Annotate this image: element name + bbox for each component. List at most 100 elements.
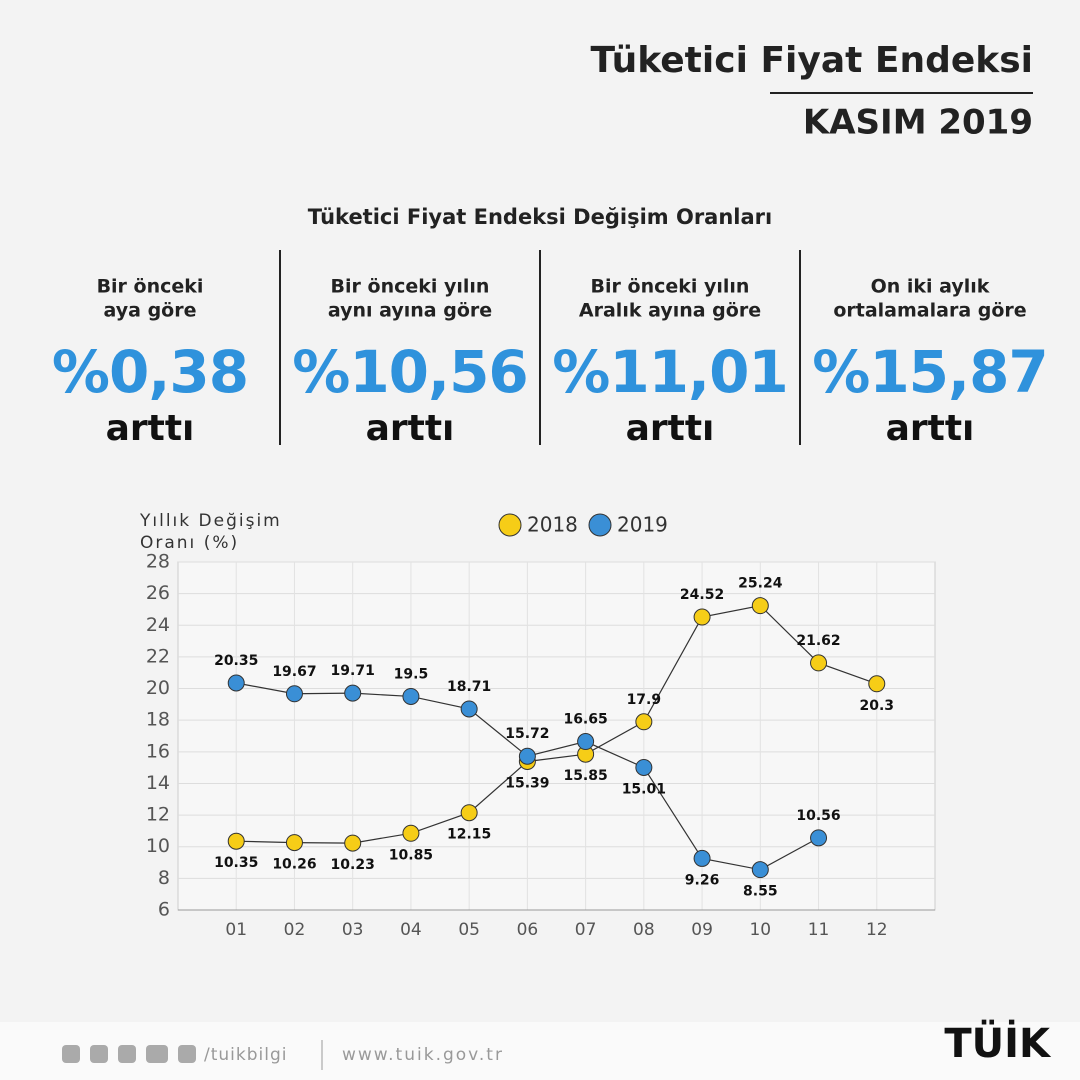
logo: TÜİK bbox=[944, 1019, 1052, 1067]
plot-area bbox=[177, 561, 936, 911]
data-point bbox=[227, 832, 245, 850]
data-label: 18.71 bbox=[447, 679, 491, 695]
y-tick-label: 24 bbox=[146, 614, 170, 636]
data-label: 25.24 bbox=[738, 576, 783, 592]
data-label: 10.35 bbox=[214, 855, 258, 871]
data-label: 19.5 bbox=[394, 666, 429, 682]
data-point bbox=[402, 687, 420, 705]
data-point bbox=[344, 834, 362, 852]
x-tick-label: 04 bbox=[400, 920, 422, 940]
y-axis-label: Oranı (%) bbox=[140, 533, 239, 553]
data-point bbox=[635, 713, 653, 731]
stat-label: Bir önceki yılın bbox=[331, 276, 490, 298]
y-tick-label: 8 bbox=[158, 867, 170, 889]
data-label: 20.3 bbox=[859, 698, 894, 714]
stat-label: aya göre bbox=[104, 300, 197, 322]
stat-label: aynı ayına göre bbox=[328, 300, 492, 322]
data-point bbox=[518, 747, 536, 765]
data-label: 9.26 bbox=[685, 872, 720, 888]
y-tick-label: 6 bbox=[158, 899, 170, 921]
x-tick-label: 11 bbox=[808, 920, 830, 940]
footer: /tuikbilgi www.tuik.gov.tr TÜİK bbox=[62, 1019, 1052, 1070]
stat-note: arttı bbox=[366, 408, 455, 449]
y-tick-label: 26 bbox=[146, 582, 170, 604]
stat-value: %11,01 bbox=[552, 338, 788, 406]
data-point bbox=[810, 654, 828, 672]
data-point bbox=[693, 849, 711, 867]
y-tick-label: 14 bbox=[146, 772, 170, 794]
y-tick-label: 28 bbox=[146, 551, 170, 573]
data-label: 19.67 bbox=[272, 664, 316, 680]
y-axis-label: Yıllık Değişim bbox=[139, 511, 282, 531]
data-point bbox=[577, 733, 595, 751]
x-tick-label: 07 bbox=[575, 920, 597, 940]
x-tick-label: 09 bbox=[691, 920, 713, 940]
data-point bbox=[460, 700, 478, 718]
y-tick-label: 18 bbox=[146, 709, 170, 731]
stat-label: On iki aylık bbox=[871, 276, 990, 298]
stat-label: Aralık ayına göre bbox=[579, 300, 761, 322]
stat-note: arttı bbox=[626, 408, 715, 449]
data-label: 19.71 bbox=[331, 663, 375, 679]
x-tick-label: 01 bbox=[225, 920, 247, 940]
x-tick-label: 10 bbox=[749, 920, 771, 940]
data-point bbox=[402, 824, 420, 842]
y-tick-label: 20 bbox=[146, 677, 170, 699]
data-point bbox=[868, 675, 886, 693]
data-label: 12.15 bbox=[447, 827, 491, 843]
data-label: 24.52 bbox=[680, 587, 724, 603]
youtube-icon[interactable] bbox=[146, 1045, 168, 1063]
instagram-icon[interactable] bbox=[90, 1045, 108, 1063]
data-point bbox=[751, 597, 769, 615]
website[interactable]: www.tuik.gov.tr bbox=[342, 1045, 504, 1065]
data-label: 16.65 bbox=[563, 712, 607, 728]
subtitle: KASIM 2019 bbox=[803, 103, 1033, 143]
data-label: 15.01 bbox=[622, 781, 666, 797]
legend-marker bbox=[498, 513, 522, 537]
x-tick-label: 06 bbox=[517, 920, 539, 940]
legend-marker bbox=[588, 513, 612, 537]
section-title: Tüketici Fiyat Endeksi Değişim Oranları bbox=[308, 205, 772, 229]
data-label: 21.62 bbox=[796, 633, 840, 649]
data-point bbox=[810, 829, 828, 847]
legend-label: 2018 bbox=[527, 513, 578, 537]
y-tick-label: 12 bbox=[146, 804, 170, 826]
data-point bbox=[285, 834, 303, 852]
data-label: 15.85 bbox=[563, 768, 607, 784]
stat-note: arttı bbox=[886, 408, 975, 449]
series-line bbox=[236, 605, 877, 844]
social-handle[interactable]: /tuikbilgi bbox=[204, 1045, 288, 1065]
data-label: 10.26 bbox=[272, 857, 316, 873]
x-tick-label: 02 bbox=[284, 920, 306, 940]
twitter-icon[interactable] bbox=[118, 1045, 136, 1063]
stat-value: %10,56 bbox=[292, 338, 528, 406]
data-label: 15.39 bbox=[505, 775, 549, 791]
data-point bbox=[635, 758, 653, 776]
data-label: 17.9 bbox=[627, 692, 662, 708]
facebook-icon[interactable] bbox=[62, 1045, 80, 1063]
data-point bbox=[460, 804, 478, 822]
data-point bbox=[285, 685, 303, 703]
stat-note: arttı bbox=[106, 408, 195, 449]
y-tick-label: 10 bbox=[146, 835, 170, 857]
data-point bbox=[344, 684, 362, 702]
y-tick-label: 16 bbox=[146, 740, 170, 762]
x-tick-label: 05 bbox=[458, 920, 480, 940]
data-label: 8.55 bbox=[743, 884, 778, 900]
stat-value: %0,38 bbox=[52, 338, 248, 406]
legend-label: 2019 bbox=[617, 513, 668, 537]
data-point bbox=[693, 608, 711, 626]
data-point bbox=[751, 861, 769, 879]
title: Tüketici Fiyat Endeksi bbox=[591, 40, 1033, 81]
x-tick-label: 03 bbox=[342, 920, 364, 940]
data-label: 10.23 bbox=[331, 857, 375, 873]
linkedin-icon[interactable] bbox=[178, 1045, 196, 1063]
y-tick-label: 22 bbox=[146, 645, 170, 667]
stat-label: ortalamalara göre bbox=[833, 300, 1026, 322]
data-label: 20.35 bbox=[214, 653, 258, 669]
data-label: 10.85 bbox=[389, 847, 433, 863]
x-tick-label: 12 bbox=[866, 920, 888, 940]
data-label: 15.72 bbox=[505, 726, 549, 742]
stat-label: Bir önceki bbox=[97, 276, 204, 298]
